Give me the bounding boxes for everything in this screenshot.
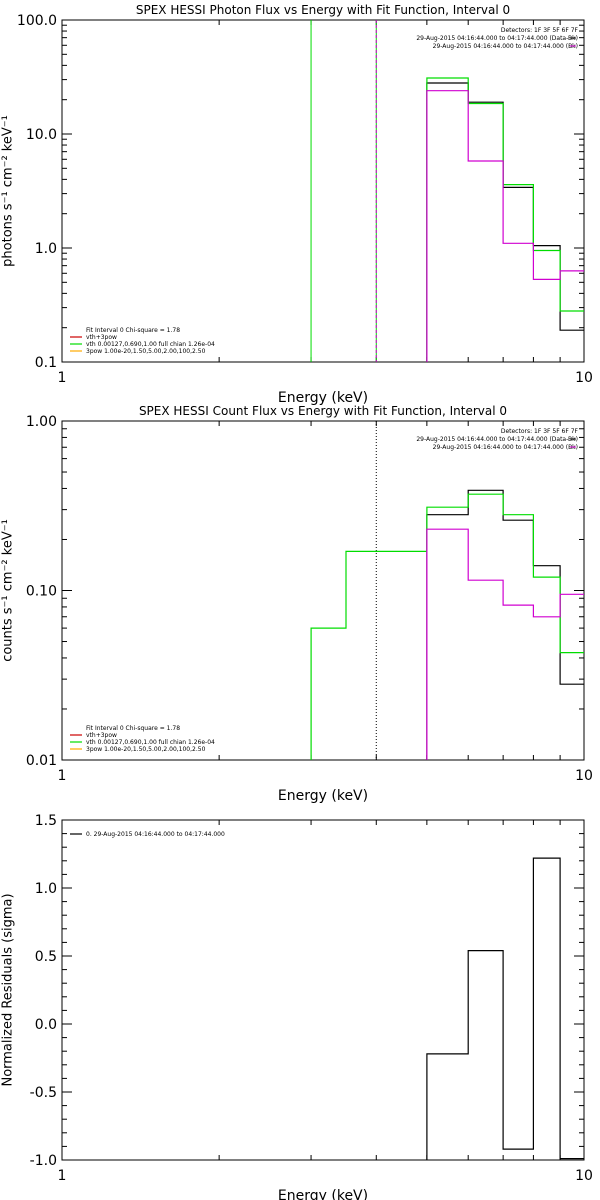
- y-tick-label: -1.0: [30, 1153, 57, 1169]
- legend-entry: 0. 29-Aug-2015 04:16:44.000 to 04:17:44.…: [86, 831, 225, 838]
- series-step-line: [426, 857, 584, 1160]
- x-axis-label: Energy (keV): [278, 788, 368, 804]
- info-text-line: 29-Aug-2015 04:16:44.000 to 04:17:44.000…: [416, 436, 578, 443]
- y-tick-label: 0.1: [35, 355, 57, 371]
- y-tick-label: 1.0: [35, 241, 57, 257]
- series-step-line: [310, 493, 584, 760]
- y-tick-label: 100.0: [17, 13, 57, 29]
- x-tick-label: 1: [58, 370, 67, 386]
- y-tick-label: 0.5: [35, 949, 57, 965]
- y-tick-label: 1.00: [26, 414, 57, 430]
- plot-frame: [61, 819, 585, 1161]
- info-text-line: 29-Aug-2015 04:16:44.000 to 04:17:44.000…: [433, 43, 578, 50]
- legend-entry: vth+3pow: [86, 334, 117, 341]
- legend-entry: vth 0.00127,0.690,1.00 full chian 1.26e-…: [86, 341, 215, 348]
- info-text-line: 29-Aug-2015 04:16:44.000 to 04:17:44.000…: [433, 444, 578, 451]
- chart-title: SPEX HESSI Photon Flux vs Energy with Fi…: [136, 3, 510, 17]
- plot-frame: [61, 19, 585, 363]
- y-tick-label: 1.0: [35, 881, 57, 897]
- x-tick-label: 1: [58, 768, 67, 784]
- info-text-line: 29-Aug-2015 04:16:44.000 to 04:17:44.000…: [416, 35, 578, 42]
- y-tick-label: 10.0: [26, 127, 57, 143]
- chart-panel-2: SPEX HESSI Count Flux vs Energy with Fit…: [1, 404, 593, 804]
- legend-entry: vth+3pow: [86, 732, 117, 739]
- y-tick-label: -0.5: [30, 1085, 57, 1101]
- y-tick-label: 0.01: [26, 753, 57, 769]
- x-tick-label: 1: [58, 1168, 67, 1184]
- legend-entry: Fit Interval 0 Chi-square = 1.78: [86, 725, 180, 732]
- info-text-line: Detectors: 1F 3F 5F 6F 7F: [501, 27, 579, 34]
- x-axis-label: Energy (keV): [278, 390, 368, 406]
- series-step-line: [426, 82, 584, 362]
- chart-title: SPEX HESSI Count Flux vs Energy with Fit…: [139, 404, 507, 418]
- legend-entry: Fit Interval 0 Chi-square = 1.78: [86, 327, 180, 334]
- chart-panel-1: SPEX HESSI Photon Flux vs Energy with Fi…: [1, 3, 593, 406]
- legend-entry: 3pow 1.00e-20,1.50,5.00,2.00,100,2.50: [86, 746, 206, 753]
- series-step-line: [426, 528, 584, 760]
- y-tick-label: 1.5: [35, 813, 57, 829]
- y-axis-label: Normalized Residuals (sigma): [1, 893, 16, 1086]
- y-axis-label: photons s⁻¹ cm⁻² keV⁻¹: [1, 115, 16, 267]
- x-axis-label: Energy (keV): [278, 1188, 368, 1200]
- plot-frame: [61, 420, 585, 761]
- x-tick-label: 10: [575, 768, 593, 784]
- legend-entry: 3pow 1.00e-20,1.50,5.00,2.00,100,2.50: [86, 348, 206, 355]
- y-axis-label: counts s⁻¹ cm⁻² keV⁻¹: [1, 519, 16, 662]
- legend-entry: vth 0.00127,0.690,1.00 full chian 1.26e-…: [86, 739, 215, 746]
- chart-panel-3: Energy (keV) Normalized Residuals (sigma)…: [1, 813, 593, 1200]
- x-tick-label: 10: [575, 370, 593, 386]
- y-tick-label: 0.10: [26, 584, 57, 600]
- info-text-line: Detectors: 1F 3F 5F 6F 7F: [501, 428, 579, 435]
- x-tick-label: 10: [575, 1168, 593, 1184]
- series-step-line: [426, 90, 584, 362]
- y-tick-label: 0.0: [35, 1017, 57, 1033]
